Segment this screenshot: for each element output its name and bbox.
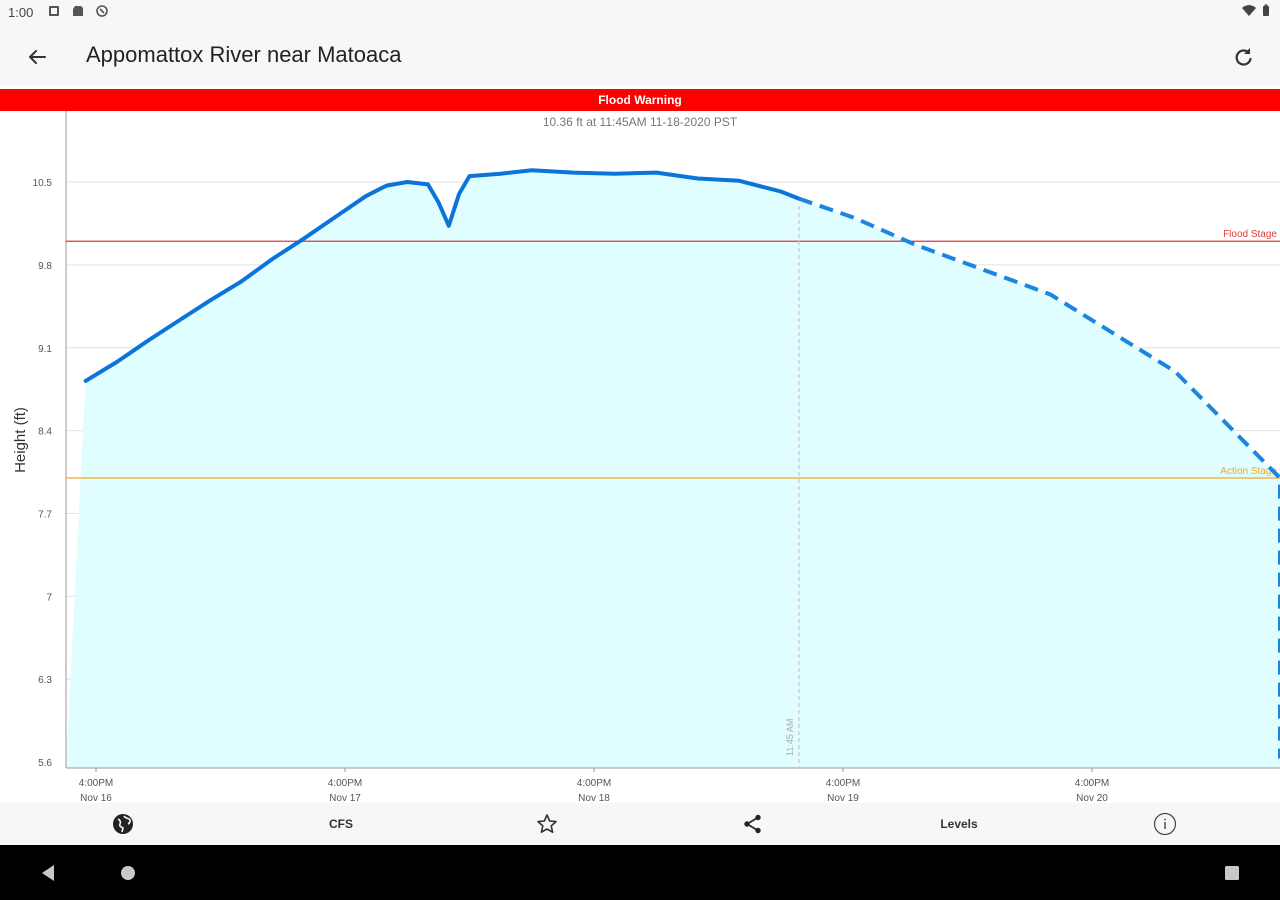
y-tick-label: 7.7 — [38, 509, 52, 520]
levels-button[interactable]: Levels — [940, 817, 978, 831]
x-tick-time-label: 4:00PM — [577, 778, 611, 789]
y-tick-label: 10.5 — [33, 178, 53, 189]
hydrograph-chart: 10.5 9.8 9.1 8.4 7.7 7 6.3 5.6 Flood Stage Action… — [0, 111, 1280, 804]
y-tick-label: 7 — [46, 592, 52, 603]
nav-back-icon[interactable] — [36, 861, 60, 885]
threshold-label: Action Stage — [1220, 466, 1277, 477]
app-bar: Appomattox River near Matoaca — [0, 26, 1280, 86]
info-button[interactable] — [1125, 803, 1205, 845]
nav-recents-icon[interactable] — [1220, 861, 1244, 885]
x-tick-date-label: Nov 18 — [578, 793, 610, 803]
bottom-toolbar: CFS Levels — [0, 803, 1280, 845]
chart-svg: 10.5 9.8 9.1 8.4 7.7 7 6.3 5.6 Flood Stage Action… — [12, 111, 1280, 804]
threshold-label: Flood Stage — [1223, 229, 1277, 240]
notification-icon — [49, 6, 59, 16]
y-tick-label: 9.1 — [38, 344, 52, 355]
x-tick-time-label: 4:00PM — [1075, 778, 1109, 789]
status-bar: 1:00 — [0, 0, 1280, 26]
share-icon — [744, 814, 761, 834]
battery-icon — [1263, 4, 1269, 16]
star-icon — [537, 814, 557, 833]
wifi-icon — [1242, 4, 1256, 16]
refresh-icon[interactable] — [1228, 42, 1258, 72]
nav-home-icon[interactable] — [116, 861, 140, 885]
y-tick-label: 6.3 — [38, 675, 52, 686]
y-tick-label: 8.4 — [38, 427, 52, 438]
system-nav-bar — [0, 845, 1280, 900]
x-tick-date-label: Nov 16 — [80, 793, 112, 803]
back-arrow-icon[interactable] — [22, 42, 52, 72]
globe-icon — [113, 814, 133, 834]
sd-card-icon — [73, 6, 83, 16]
status-time: 1:00 — [8, 5, 34, 20]
info-icon — [1153, 812, 1177, 836]
chart-subtitle: 10.36 ft at 11:45AM 11-18-2020 PST — [543, 115, 738, 129]
flood-warning-banner[interactable]: Flood Warning — [0, 89, 1280, 111]
favorite-button[interactable] — [507, 803, 587, 845]
x-tick-time-label: 4:00PM — [328, 778, 362, 789]
now-marker-label: 11:45 AM — [785, 719, 795, 756]
x-tick-date-label: Nov 20 — [1076, 793, 1108, 803]
observed-series-line — [83, 168, 801, 383]
x-tick-date-label: Nov 19 — [827, 793, 859, 803]
x-tick-date-label: Nov 17 — [329, 793, 361, 803]
globe-button[interactable] — [83, 803, 163, 845]
cfs-button[interactable]: CFS — [329, 817, 353, 831]
y-axis-label: Height (ft) — [12, 407, 29, 473]
y-tick-label: 5.6 — [38, 758, 52, 769]
x-tick-time-label: 4:00PM — [79, 778, 113, 789]
y-tick-label: 9.8 — [38, 261, 52, 272]
sync-icon — [96, 5, 108, 17]
page-title: Appomattox River near Matoaca — [86, 42, 402, 67]
area-fill — [66, 170, 1280, 768]
share-button[interactable] — [713, 803, 793, 845]
x-tick-time-label: 4:00PM — [826, 778, 860, 789]
